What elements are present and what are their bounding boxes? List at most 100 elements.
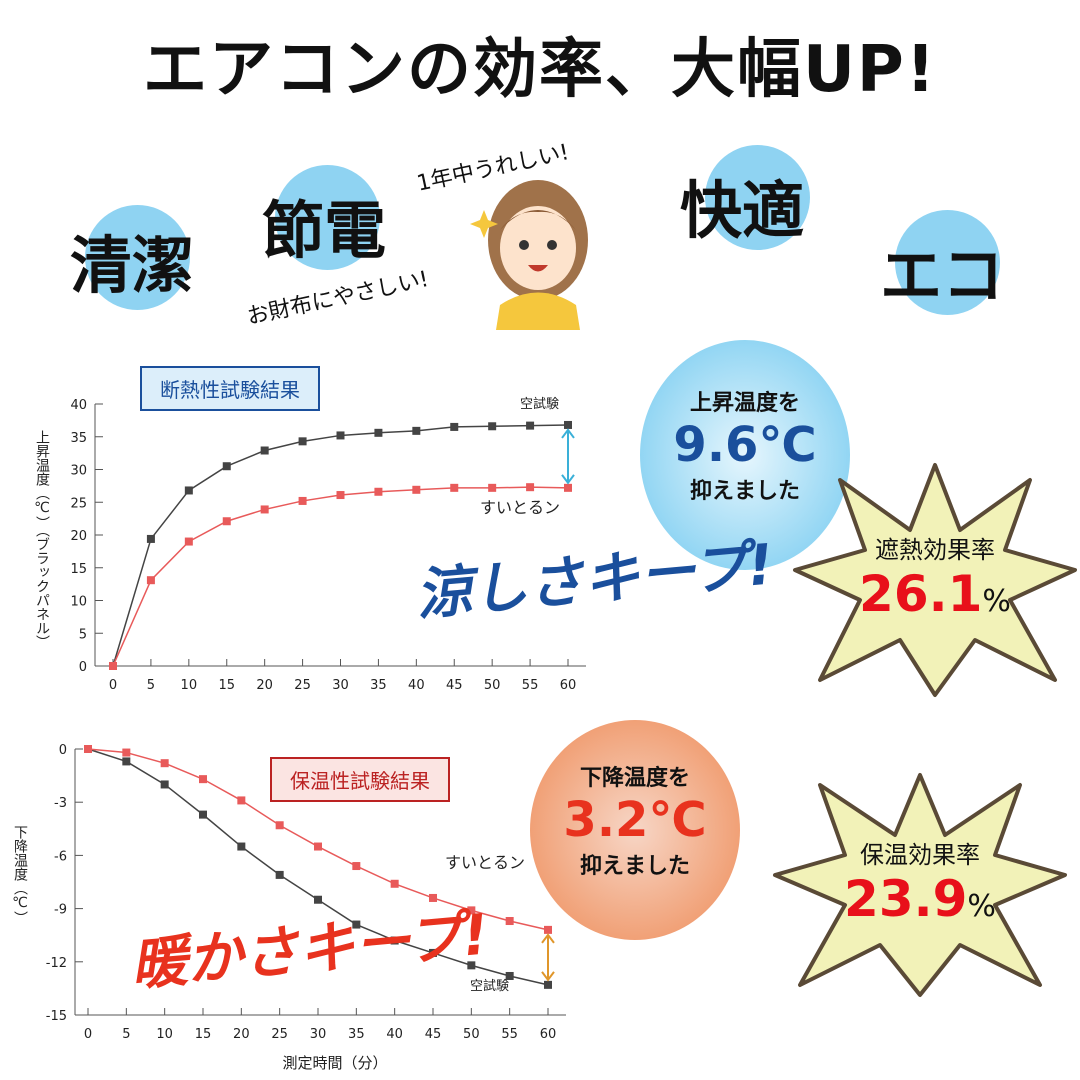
data-point [237, 796, 246, 805]
x-tick-label: 15 [195, 1027, 212, 1042]
data-point [467, 906, 476, 915]
x-tick-label: 30 [332, 678, 349, 693]
data-point [146, 576, 155, 585]
badge-label: 遮熱効果率 [875, 536, 995, 564]
data-point [450, 422, 459, 431]
warmth-bubble: 下降温度を 3.2℃ 抑えました [530, 720, 740, 940]
insulation-badge: 遮熱効果率 26.1% [820, 530, 1050, 623]
x-tick-label: 10 [181, 678, 198, 693]
difference-arrow [541, 933, 555, 982]
y-tick-label: 35 [70, 431, 87, 446]
data-point [505, 971, 514, 980]
data-point [429, 948, 437, 957]
x-tick-label: 35 [370, 678, 387, 693]
data-point [314, 842, 322, 851]
x-tick-label: 40 [386, 1027, 403, 1042]
data-point [412, 485, 421, 494]
data-point [390, 936, 399, 945]
data-point [160, 780, 169, 789]
warmth-badge: 保温効果率 23.9% [800, 835, 1040, 928]
y-tick-label: -15 [46, 1009, 67, 1024]
data-point [122, 748, 131, 757]
x-tick-label: 60 [540, 1027, 557, 1042]
y-tick-label: 25 [70, 496, 87, 511]
badge-label: 保温効果率 [860, 841, 980, 869]
keyword-circle [85, 205, 190, 310]
y-tick-label: 40 [70, 398, 87, 413]
data-point [336, 431, 345, 440]
x-tick-label: 55 [522, 678, 539, 693]
series-label: すいとるン [480, 498, 560, 517]
data-point [374, 487, 383, 496]
y-tick-label: 0 [59, 743, 67, 758]
data-point [260, 505, 269, 514]
data-point [222, 517, 231, 526]
x-tick-label: 0 [109, 678, 117, 693]
data-point [412, 426, 421, 435]
y-tick-label: -12 [46, 956, 67, 971]
x-tick-label: 50 [463, 1027, 480, 1042]
data-point [184, 537, 193, 546]
bubble-value: 9.6℃ [673, 417, 817, 473]
data-point [184, 486, 193, 495]
x-tick-label: 40 [408, 678, 425, 693]
x-tick-label: 20 [233, 1027, 250, 1042]
data-point [352, 862, 361, 871]
bubble-line2: 抑えました [689, 479, 800, 504]
data-point [564, 483, 572, 492]
y-tick-label: 10 [70, 595, 87, 610]
x-tick-label: 25 [271, 1027, 288, 1042]
data-point [526, 421, 535, 430]
bubble-line2: 抑えました [579, 854, 690, 879]
data-point [564, 420, 572, 429]
x-tick-label: 60 [560, 678, 577, 693]
x-tick-label: 15 [218, 678, 235, 693]
bubble-line1: 上昇温度を [689, 391, 800, 416]
data-point [336, 491, 345, 500]
y-tick-label: 15 [70, 562, 87, 577]
y-axis-label: 上昇温度（℃）（ブラックパネル） [34, 430, 50, 649]
insulation-test-label: 断熱性試験結果 [140, 366, 320, 411]
data-point [298, 437, 307, 446]
data-point [352, 920, 361, 929]
x-tick-label: 5 [147, 678, 155, 693]
keyword-circle [895, 210, 1000, 315]
x-tick-label: 10 [156, 1027, 173, 1042]
series-label: 空試験 [520, 396, 559, 412]
data-point [275, 821, 284, 830]
badge-value: 23.9 [844, 870, 968, 928]
x-tick-label: 0 [84, 1027, 92, 1042]
data-point [544, 925, 552, 934]
x-tick-label: 5 [122, 1027, 130, 1042]
data-point [450, 483, 459, 492]
page-title: エアコンの効率、大幅UP! [142, 33, 938, 107]
warmth-test-label: 保温性試験結果 [270, 757, 450, 802]
data-point [199, 775, 207, 784]
x-tick-label: 25 [294, 678, 311, 693]
y-tick-label: -6 [54, 849, 67, 864]
keyword-save-power: 節電 [262, 194, 387, 267]
data-point [199, 810, 207, 819]
x-tick-label: 30 [310, 1027, 327, 1042]
data-point [314, 895, 322, 904]
badge-unit: % [982, 584, 1011, 619]
data-point [505, 917, 514, 926]
woman-illustration [470, 180, 588, 330]
difference-arrow [561, 428, 575, 485]
insulation-bubble: 上昇温度を 9.6℃ 抑えました [640, 340, 850, 570]
x-tick-label: 55 [501, 1027, 518, 1042]
y-axis-label: 下降温度（℃） [12, 825, 28, 925]
y-tick-label: -9 [54, 903, 67, 918]
x-tick-label: 50 [484, 678, 501, 693]
keyword-eco: エコ [880, 239, 1005, 312]
data-point [374, 428, 383, 437]
data-point [298, 496, 307, 505]
data-point [109, 662, 117, 670]
data-point [146, 534, 155, 543]
warmth-burst [773, 773, 1067, 997]
badge-value: 26.1 [859, 565, 983, 623]
y-tick-label: 5 [79, 627, 87, 642]
keyword-comfort: 快適 [680, 174, 805, 247]
y-tick-label: -3 [54, 796, 67, 811]
